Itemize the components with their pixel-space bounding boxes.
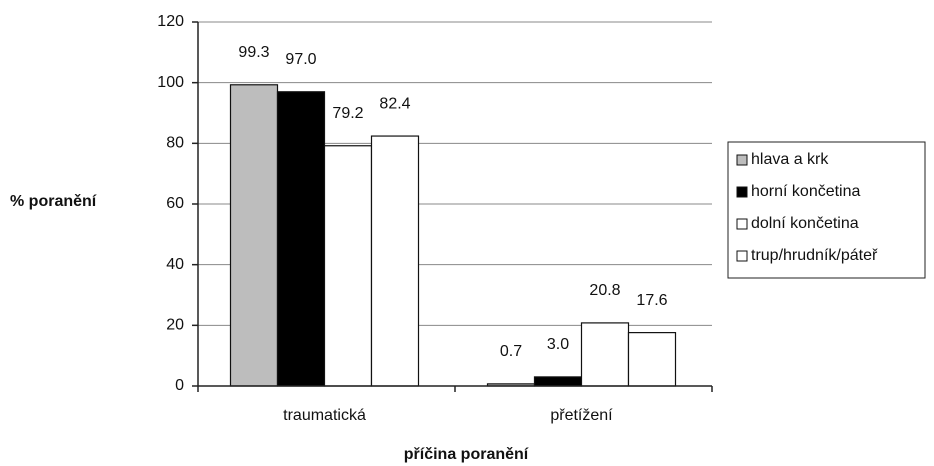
bar: [533, 376, 583, 387]
bar: [229, 84, 279, 387]
y-tick-label: 100: [157, 74, 184, 91]
legend-label: hlava a krk: [751, 151, 829, 168]
y-tick-label: 60: [166, 195, 184, 212]
legend-swatch: [736, 218, 748, 230]
y-tick-label: 80: [166, 135, 184, 152]
legend-box: [727, 141, 926, 279]
legend-swatch: [736, 154, 748, 166]
y-tick-label: 20: [166, 317, 184, 334]
data-label: 0.7: [500, 343, 522, 360]
x-axis-label: příčina poranění: [404, 446, 529, 463]
data-label: 99.3: [238, 44, 269, 61]
legend-swatch: [736, 250, 748, 262]
y-tick-label: 0: [175, 377, 184, 394]
data-label: 3.0: [547, 336, 569, 353]
legend-swatch: [736, 186, 748, 198]
legend-label: trup/hrudník/páteř: [751, 247, 878, 264]
y-tick-label: 120: [157, 13, 184, 30]
data-label: 79.2: [332, 105, 363, 122]
data-label: 20.8: [589, 282, 620, 299]
bar: [276, 91, 326, 387]
bar: [323, 145, 373, 387]
bar: [370, 135, 420, 387]
legend-label: dolní končetina: [751, 215, 859, 232]
data-label: 97.0: [285, 51, 316, 68]
x-tick-label: traumatická: [283, 407, 366, 424]
y-axis-label: % poranění: [10, 193, 97, 210]
legend-label: horní končetina: [751, 183, 861, 200]
bar: [580, 322, 630, 387]
x-tick-label: přetížení: [550, 407, 613, 424]
bar: [627, 332, 677, 387]
data-label: 17.6: [636, 292, 667, 309]
y-tick-label: 40: [166, 256, 184, 273]
data-label: 82.4: [379, 95, 410, 112]
